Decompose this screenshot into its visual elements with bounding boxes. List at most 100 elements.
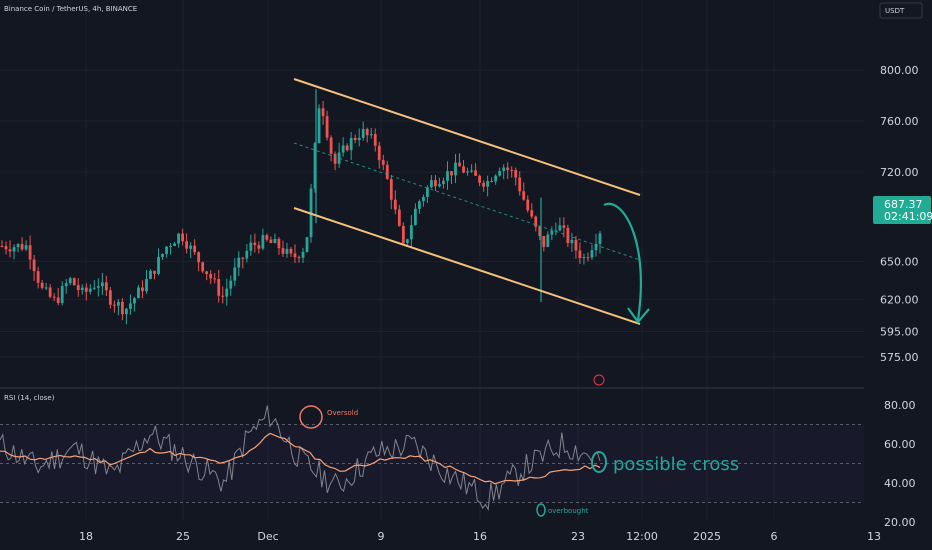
bar-countdown: 02:41:09 <box>884 210 932 223</box>
forecast-layer <box>603 202 650 324</box>
candle-body <box>205 271 209 275</box>
candle-body <box>197 252 201 263</box>
candle-body <box>450 171 453 176</box>
candle-body <box>289 248 293 254</box>
oversold-label: Oversold <box>327 409 358 417</box>
overbought-label: overbought <box>548 507 589 515</box>
candle-body <box>108 290 112 305</box>
candle-body <box>417 201 421 209</box>
candle-body <box>96 286 100 288</box>
candle-body <box>514 170 518 178</box>
candle-body <box>594 243 598 251</box>
candle-body <box>305 237 309 252</box>
time-axis[interactable] <box>0 522 864 550</box>
time-tick-label: 6 <box>771 530 778 543</box>
rsi-tick-label: 20.00 <box>884 516 916 529</box>
last-price: 687.37 <box>884 198 923 211</box>
candle-body <box>470 170 473 172</box>
candle-body <box>317 108 321 144</box>
candle-body <box>137 287 140 299</box>
candle-body <box>209 274 213 279</box>
candle-body <box>213 278 217 280</box>
event-marker-icon[interactable] <box>593 374 605 386</box>
currency-box[interactable] <box>879 2 923 19</box>
candle-body <box>76 285 80 291</box>
candle-body <box>92 287 96 289</box>
candle-body <box>116 301 120 306</box>
candle-body <box>389 178 393 200</box>
price-tick-label: 650.00 <box>880 255 919 268</box>
time-tick-label: Dec <box>257 530 278 543</box>
candle-body <box>409 225 413 240</box>
candle-body <box>337 152 341 164</box>
candle-body <box>129 303 132 309</box>
candle-body <box>349 138 353 151</box>
candle-body <box>52 296 56 298</box>
candle-body <box>125 308 128 315</box>
candle-body <box>181 233 185 242</box>
price-tick-label: 800.00 <box>880 64 919 77</box>
price-axis[interactable] <box>864 0 932 550</box>
candle-body <box>361 128 365 138</box>
candle-body <box>149 270 152 279</box>
candle-body <box>121 301 124 315</box>
symbol-title: Binance Coin / TetherUS, 4h, BINANCE <box>4 5 137 13</box>
candle-body <box>245 250 249 259</box>
candle-body <box>189 245 193 249</box>
candle-body <box>442 180 445 185</box>
candle-body <box>385 164 389 179</box>
candle-body <box>8 249 12 252</box>
candle-body <box>60 286 64 303</box>
channel-layer <box>293 78 641 325</box>
forecast-arrow-path[interactable] <box>603 202 642 321</box>
candle-body <box>542 235 546 247</box>
candle-body <box>193 245 197 253</box>
candle-body <box>229 280 233 289</box>
currency-label: USDT <box>885 7 905 15</box>
price-tick-label: 720.00 <box>880 166 919 179</box>
candle-body <box>20 244 24 250</box>
candle-body <box>28 245 32 260</box>
candle-body <box>546 234 550 247</box>
candle-body <box>281 248 285 254</box>
candle-body <box>341 145 345 153</box>
candle-body <box>44 287 48 289</box>
candle-body <box>153 270 156 274</box>
candle-body <box>84 287 88 292</box>
rsi-layer <box>0 405 864 511</box>
candle-body <box>458 162 461 167</box>
time-tick-label: 16 <box>473 530 487 543</box>
price-tick-label: 575.00 <box>880 351 919 364</box>
candle-body <box>68 278 72 284</box>
time-tick-label: 12:00 <box>626 530 658 543</box>
candle-body <box>16 244 20 248</box>
candle-body <box>145 278 148 292</box>
candle-body <box>297 257 301 259</box>
candle-body <box>401 225 405 244</box>
last-price-badge <box>873 196 931 224</box>
candle-body <box>522 191 526 200</box>
time-tick-label: 25 <box>176 530 190 543</box>
candle-body <box>426 187 429 197</box>
time-tick-label: 18 <box>79 530 93 543</box>
candle-body <box>534 216 538 227</box>
candle-body <box>265 235 269 240</box>
candle-body <box>185 241 189 249</box>
candle-body <box>393 199 397 210</box>
candle-body <box>498 170 502 176</box>
channel-lower-line[interactable] <box>293 207 641 325</box>
candle-body <box>293 253 297 258</box>
candle-body <box>422 196 425 202</box>
time-tick-label: 13 <box>867 530 881 543</box>
candle-body <box>574 239 578 251</box>
candle-body <box>24 245 28 250</box>
candle-body <box>598 233 602 244</box>
candle-body <box>261 235 265 249</box>
candle-body <box>72 278 76 286</box>
candle-body <box>141 287 144 292</box>
candle-body <box>241 257 245 259</box>
time-tick-label: 2025 <box>693 530 721 543</box>
channel-midline[interactable] <box>293 142 641 261</box>
channel-upper-line[interactable] <box>293 78 641 196</box>
